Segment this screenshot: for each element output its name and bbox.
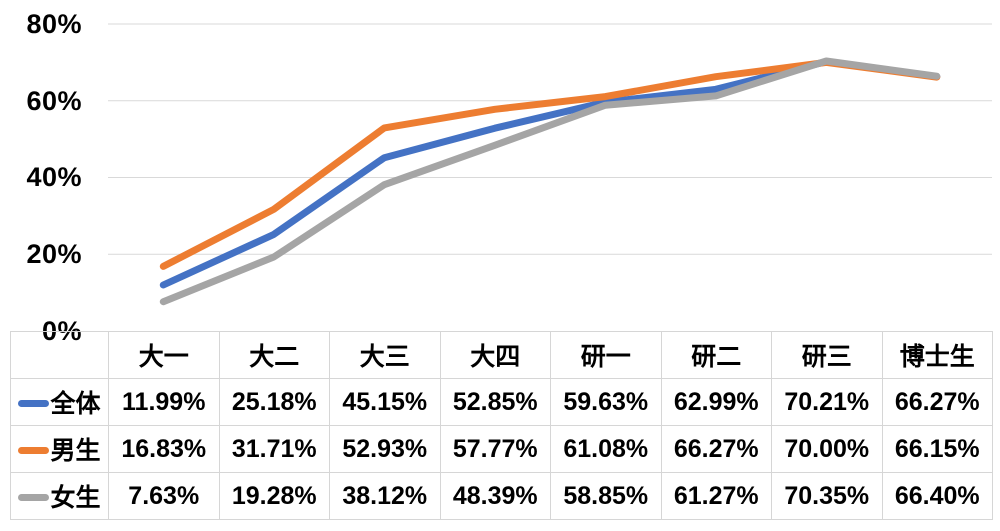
series-line-2 [159,57,941,306]
table-cell: 66.40% [881,472,993,520]
table-cell: 57.77% [439,425,551,473]
table-cell: 61.27% [660,472,772,520]
table-cell: 11.99% [108,378,220,426]
table-cell: 70.21% [771,378,883,426]
series-name: 全体 [50,390,101,418]
series-name: 女生 [50,484,101,512]
table-cell: 52.93% [329,425,441,473]
table-cell: 25.18% [218,378,330,426]
table-cell: 70.00% [771,425,883,473]
table-cell: 58.85% [550,472,662,520]
y-axis-tick-label: 60% [26,86,82,116]
column-header-2: 大二 [218,331,330,379]
legend-key-icon [18,399,50,407]
column-header-1: 大一 [108,331,220,379]
table-row: 全体 11.99% 25.18% 45.15% 52.85% 59.63% 62… [10,378,993,426]
chart-data-table: 大一 大二 大三 大四 研一 研二 研三 博士生 全体 11.99% 25.18… [10,331,993,520]
column-header-6: 研二 [660,331,772,379]
table-row: 女生 7.63% 19.28% 38.12% 48.39% 58.85% 61.… [10,472,993,520]
table-corner-cell [10,331,109,379]
series-line-1 [159,58,941,270]
table-cell: 62.99% [660,378,772,426]
column-header-3: 大三 [329,331,441,379]
y-axis-tick-label: 80% [26,9,82,39]
table-cell: 66.27% [660,425,772,473]
legend-key-icon [18,493,50,501]
series-name: 男生 [50,437,101,465]
legend-key-icon [18,446,50,454]
table-header-row: 大一 大二 大三 大四 研一 研二 研三 博士生 [10,331,993,379]
table-cell: 48.39% [439,472,551,520]
line-chart-plot-area [108,23,992,306]
column-header-4: 大四 [439,331,551,379]
series-row-header: 男生 [10,425,109,473]
column-header-7: 研三 [771,331,883,379]
column-header-8: 博士生 [881,331,993,379]
table-cell: 70.35% [771,472,883,520]
table-cell: 66.15% [881,425,993,473]
y-axis-tick-label: 20% [26,239,82,269]
table-cell: 19.28% [218,472,330,520]
y-axis-tick-label: 40% [26,162,82,192]
table-cell: 66.27% [881,378,993,426]
table-cell: 45.15% [329,378,441,426]
series-row-header: 女生 [10,472,109,520]
table-cell: 38.12% [329,472,441,520]
column-header-5: 研一 [550,331,662,379]
table-cell: 31.71% [218,425,330,473]
table-cell: 52.85% [439,378,551,426]
table-cell: 61.08% [550,425,662,473]
table-cell: 7.63% [108,472,220,520]
table-cell: 59.63% [550,378,662,426]
table-cell: 16.83% [108,425,220,473]
table-row: 男生 16.83% 31.71% 52.93% 57.77% 61.08% 66… [10,425,993,473]
series-row-header: 全体 [10,378,109,426]
